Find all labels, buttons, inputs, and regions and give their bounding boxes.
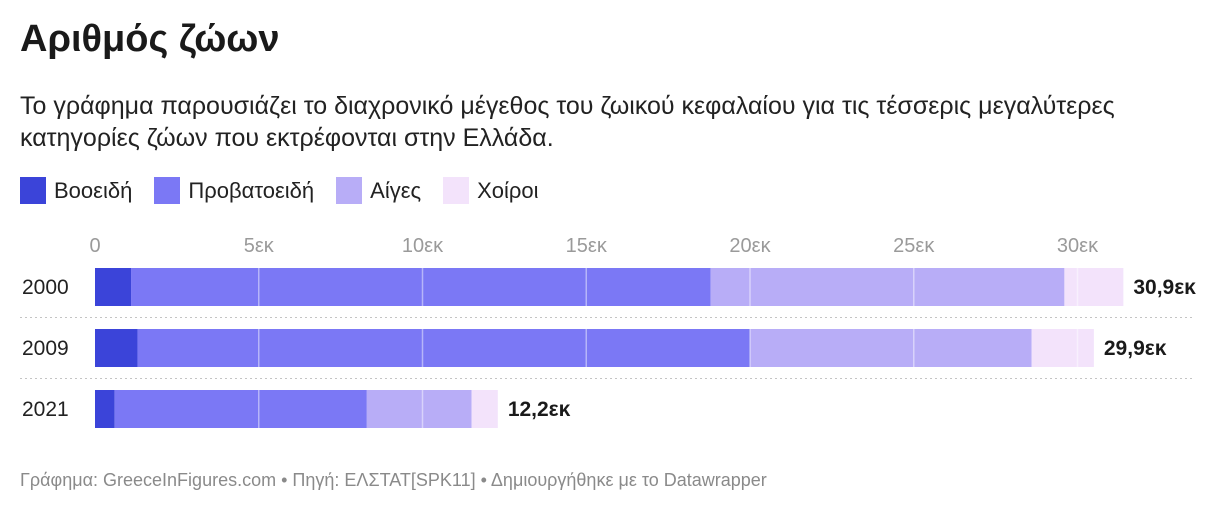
x-tick-label: 0 (89, 235, 100, 257)
bar-segment (95, 268, 132, 306)
legend: Βοοειδή Προβατοειδή Αίγες Χοίροι (20, 177, 561, 204)
x-tick-label: 25εκ (893, 235, 935, 257)
row-label-2000: 2000 (22, 276, 69, 299)
legend-item-1: Προβατοειδή (154, 177, 314, 204)
bar-segment (114, 390, 367, 428)
x-tick-label: 10εκ (402, 235, 444, 257)
bar-segment (137, 329, 750, 367)
legend-label: Αίγες (370, 177, 422, 203)
legend-swatch (336, 177, 363, 204)
bar-segment (1064, 268, 1124, 306)
bar-segment (366, 390, 472, 428)
chart-footer: Γράφημα: GreeceInFigures.com • Πηγή: ΕΛΣ… (20, 470, 767, 490)
chart-title: Αριθμός ζώων (20, 18, 280, 60)
legend-item-0: Βοοειδή (20, 177, 132, 204)
total-label-2021: 12,2εκ (508, 398, 571, 421)
legend-swatch (443, 177, 470, 204)
bar-segment (95, 390, 115, 428)
bar-segment (95, 329, 138, 367)
legend-label: Χοίροι (477, 177, 539, 203)
x-tick-label: 5εκ (244, 235, 275, 257)
row-label-2021: 2021 (22, 398, 69, 421)
legend-label: Προβατοειδή (188, 177, 315, 203)
total-label-2000: 30,9εκ (1133, 276, 1196, 299)
legend-swatch (20, 177, 46, 204)
chart-subtitle: Το γράφημα παρουσιάζει το διαχρονικό μέγ… (20, 92, 1115, 152)
legend-item-3: Χοίροι (443, 177, 539, 204)
x-tick-label: 30εκ (1057, 235, 1099, 257)
bar-segment (1031, 329, 1094, 367)
legend-item-2: Αίγες (336, 177, 421, 204)
x-tick-label: 15εκ (566, 235, 608, 257)
row-label-2009: 2009 (22, 337, 69, 360)
bar-segment (131, 268, 711, 306)
stacked-bar-chart: 0 5εκ 10εκ 15εκ 20εκ 25εκ 30εκ 2000 30,9εκ 2009 29… (20, 235, 1196, 428)
legend-swatch (154, 177, 181, 204)
legend-label: Βοοειδή (54, 177, 133, 203)
bar-segment (471, 390, 498, 428)
total-label-2009: 29,9εκ (1104, 337, 1167, 360)
bar-segment (710, 268, 1065, 306)
bar-segment (750, 329, 1032, 367)
x-tick-label: 20εκ (729, 235, 771, 257)
